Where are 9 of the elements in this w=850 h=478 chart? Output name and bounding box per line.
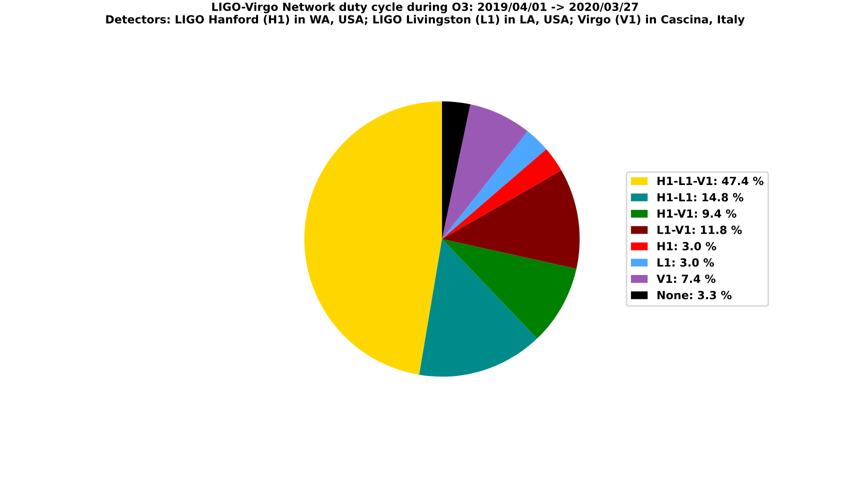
legend-label: None: 3.3 % xyxy=(658,290,732,300)
legend-label: H1-L1-V1: 47.4 % xyxy=(658,176,764,186)
legend-label: L1: 3.0 % xyxy=(658,258,714,267)
chart-title: LIGO-Virgo Network duty cycle during O3: 2019/04/01 -> 2020/03/27 Detectors: LIGO Hanford (H1) in WA, USA; LIGO Livingston (L1) in LA, USA; Virgo (V1) in Cascina, Italy xyxy=(106,2,745,26)
legend-label: H1-V1: 9.4 % xyxy=(658,209,736,218)
legend-label: H1: 3.0 % xyxy=(658,242,716,250)
legend-label: L1-V1: 11.8 % xyxy=(658,226,742,234)
legend-label: H1-L1: 14.8 % xyxy=(658,193,744,202)
legend-label: V1: 7.4 % xyxy=(656,274,716,283)
